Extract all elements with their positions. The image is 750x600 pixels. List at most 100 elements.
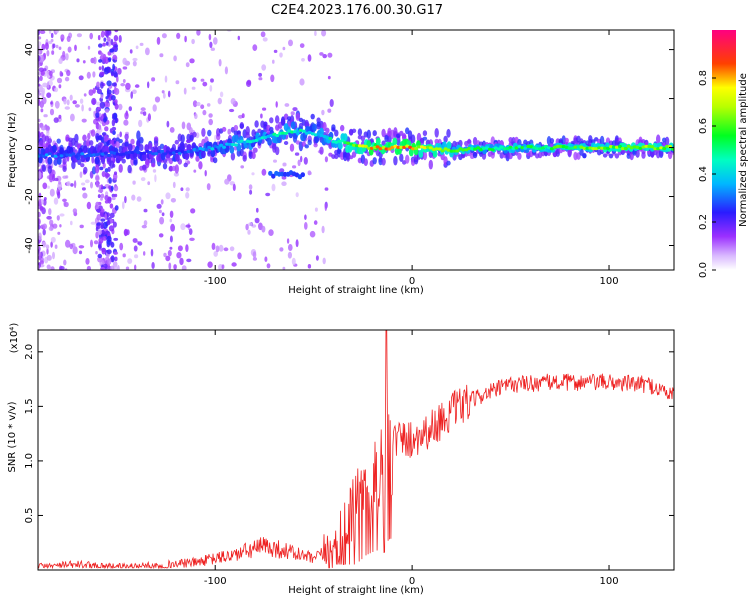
spectrogram-cell bbox=[582, 146, 587, 150]
spectrogram-cell bbox=[114, 205, 119, 211]
spectrogram-cell bbox=[360, 144, 365, 148]
spectrogram-cell bbox=[143, 251, 146, 256]
spectrogram-cell bbox=[173, 55, 177, 62]
spectrogram-cell bbox=[567, 146, 572, 150]
spectrogram-cell bbox=[219, 143, 224, 147]
spectrogram-cell bbox=[375, 145, 380, 149]
spectrogram-cell bbox=[247, 229, 251, 235]
spectrogram-cell bbox=[260, 113, 263, 119]
spectrogram-cell bbox=[484, 146, 489, 150]
spectrogram-cell bbox=[66, 181, 71, 187]
spectrogram-cell bbox=[160, 199, 164, 205]
spectrogram-cell bbox=[127, 258, 133, 264]
spectrogram-cell bbox=[275, 115, 280, 124]
spectrogram-cell bbox=[121, 158, 126, 164]
spectrogram-cell bbox=[357, 128, 363, 136]
spectrogram-cell bbox=[251, 151, 256, 160]
spectrogram-cell bbox=[638, 146, 643, 150]
spectrogram-cell bbox=[74, 44, 77, 51]
spectrogram-cell bbox=[263, 124, 268, 133]
spectrogram-cell bbox=[38, 232, 42, 241]
spectrogram-cell bbox=[79, 224, 84, 229]
spectrogram-cell bbox=[79, 98, 84, 104]
x-tick-label: 100 bbox=[599, 276, 618, 287]
spectrogram-cell bbox=[76, 58, 80, 63]
spectrogram-cell bbox=[599, 135, 605, 146]
spectrogram-cell bbox=[659, 146, 664, 150]
spectrogram-cell bbox=[100, 197, 103, 201]
spectrogram-cell bbox=[108, 185, 112, 190]
spectrogram-cell bbox=[112, 130, 116, 135]
spectrogram-cell bbox=[159, 53, 164, 58]
spectrogram-cell bbox=[161, 33, 167, 39]
spectrogram-cell bbox=[80, 152, 85, 156]
spectrogram-cell bbox=[122, 57, 127, 65]
spectrogram-cell bbox=[176, 32, 181, 40]
spectrogram-cell bbox=[59, 154, 64, 158]
spectrogram-cell bbox=[156, 203, 162, 209]
spectrogram-cell bbox=[41, 154, 46, 158]
spectrogram-cell bbox=[428, 146, 433, 150]
spectrogram-cell bbox=[154, 152, 159, 156]
spectrogram-cell bbox=[396, 133, 401, 139]
spectrogram-cell bbox=[95, 181, 100, 188]
spectrogram-cell bbox=[544, 144, 548, 149]
spectrogram-cell bbox=[78, 250, 83, 255]
spectrogram-cell bbox=[158, 209, 162, 214]
spectrogram-cell bbox=[464, 148, 469, 152]
spectrogram-cell bbox=[86, 153, 91, 157]
spectrogram-cell bbox=[46, 254, 52, 261]
spectrogram-cell bbox=[122, 66, 128, 70]
spectrogram-cell bbox=[290, 130, 294, 134]
spectrogram-frame bbox=[37, 29, 675, 271]
spectrogram-cell bbox=[211, 242, 216, 250]
spectrogram-cell bbox=[422, 150, 428, 161]
spectrogram-cell bbox=[132, 238, 138, 243]
spectrogram-cell bbox=[188, 228, 193, 236]
spectrogram-cell bbox=[602, 153, 608, 158]
spectrogram-cell bbox=[228, 142, 232, 147]
spectrogram-cell bbox=[295, 140, 301, 145]
snr-x-ticks: -100 0 100 bbox=[204, 330, 619, 587]
spectrogram-cell bbox=[301, 58, 305, 62]
spectrogram-cell bbox=[102, 42, 106, 47]
spectrogram-cell bbox=[62, 157, 67, 165]
spectrogram-cell bbox=[92, 99, 96, 105]
spectrogram-cell bbox=[84, 179, 90, 184]
spectrogram-cell bbox=[81, 104, 84, 112]
spectrogram-cell bbox=[276, 135, 282, 144]
spectrogram-cell bbox=[118, 153, 123, 157]
spectrogram-cell bbox=[109, 48, 115, 53]
spectrogram-cell bbox=[210, 147, 215, 151]
spectrogram-cell bbox=[204, 148, 209, 152]
spectrogram-cell bbox=[54, 177, 59, 182]
spectrogram-cell bbox=[48, 40, 53, 45]
spectrogram-cell bbox=[169, 235, 173, 243]
spectrogram-cell bbox=[139, 144, 144, 151]
spectrogram-cell bbox=[129, 49, 133, 54]
spectrogram-cell bbox=[372, 130, 377, 137]
spectrogram-cell bbox=[210, 149, 216, 158]
spectrogram-cell bbox=[198, 161, 203, 170]
spectrogram-cell bbox=[233, 124, 239, 131]
y-tick-label: 20 bbox=[24, 92, 35, 105]
spectrogram-cell bbox=[381, 157, 386, 166]
spectrogram-cell bbox=[240, 165, 244, 169]
spectrogram-cell bbox=[38, 83, 41, 87]
spectrogram-cell bbox=[215, 245, 220, 253]
y-tick-label: 1.0 bbox=[24, 453, 35, 469]
spectrogram-cell bbox=[60, 34, 65, 41]
spectrogram-cell bbox=[346, 141, 351, 145]
spectrogram-cell bbox=[133, 157, 138, 165]
spectrogram-cell bbox=[316, 117, 321, 124]
spectrogram-cell bbox=[170, 223, 176, 232]
spectrogram-cell bbox=[41, 87, 46, 95]
spectrogram-cell bbox=[51, 50, 55, 55]
spectrogram-cell bbox=[109, 203, 114, 209]
spectrogram-cell bbox=[103, 151, 108, 155]
spectrogram-cell bbox=[357, 144, 362, 148]
spectrogram-cell bbox=[561, 135, 566, 146]
spectrogram-cell bbox=[381, 146, 386, 150]
spectrogram-cell bbox=[152, 169, 157, 173]
